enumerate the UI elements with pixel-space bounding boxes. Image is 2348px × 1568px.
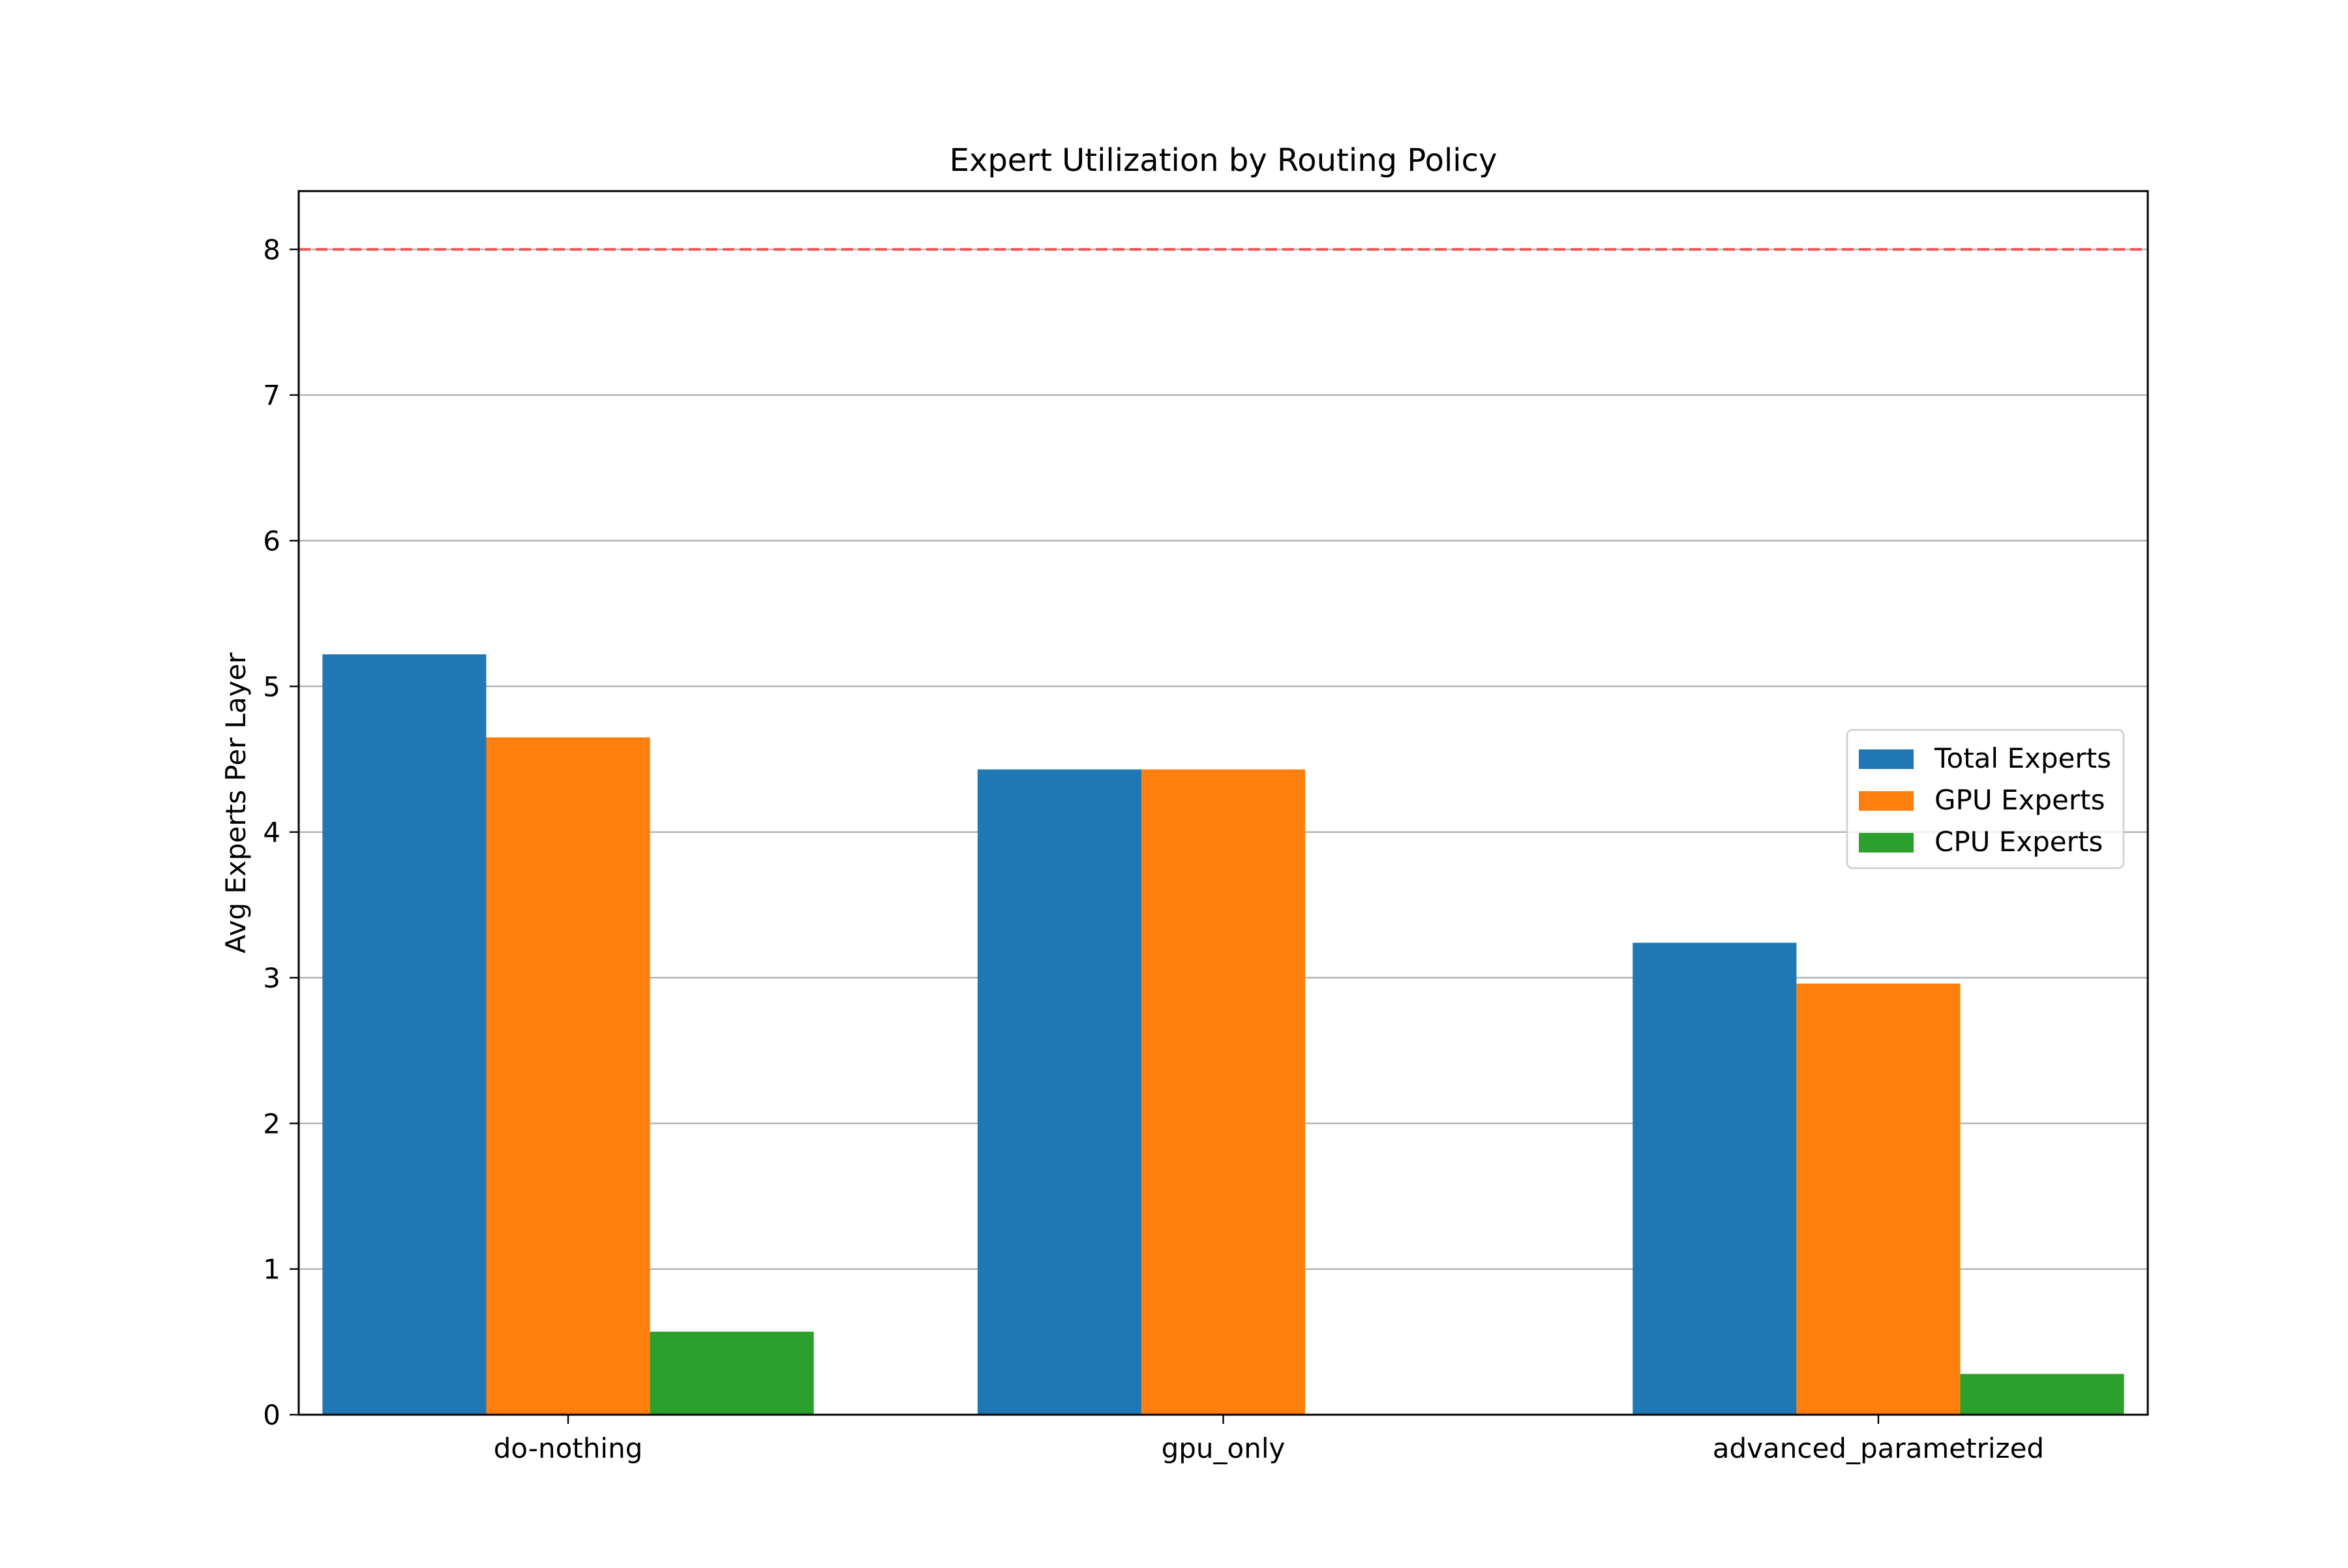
y-tick-label-5: 5 xyxy=(263,671,280,702)
y-tick-label-1: 1 xyxy=(263,1254,280,1286)
bar-cpu-experts-do-nothing xyxy=(650,1331,814,1415)
y-tick-label-4: 4 xyxy=(263,817,280,849)
x-tick-label-gpu_only: gpu_only xyxy=(1162,1432,1286,1464)
y-tick-label-7: 7 xyxy=(263,380,280,412)
bar-total-experts-gpu_only xyxy=(977,769,1141,1415)
legend-label-gpu-experts: GPU Experts xyxy=(1934,784,2105,816)
bar-gpu-experts-gpu_only xyxy=(1141,769,1306,1415)
bar-total-experts-advanced_parametrized xyxy=(1633,942,1797,1415)
bar-cpu-experts-advanced_parametrized xyxy=(1960,1374,2124,1415)
y-tick-label-2: 2 xyxy=(263,1108,280,1139)
legend-swatch-cpu-experts xyxy=(1859,833,1914,852)
x-tick-label-advanced_parametrized: advanced_parametrized xyxy=(1713,1432,2044,1464)
y-tick-label-6: 6 xyxy=(263,525,280,557)
legend-swatch-total-experts xyxy=(1859,749,1914,769)
bar-total-experts-do-nothing xyxy=(322,654,487,1415)
legend-label-total-experts: Total Experts xyxy=(1934,742,2111,774)
legend-box xyxy=(1846,729,2125,869)
chart-title: Expert Utilization by Routing Policy xyxy=(950,142,1498,179)
y-tick-label-8: 8 xyxy=(263,234,280,265)
y-axis-label: Avg Experts Per Layer xyxy=(220,652,252,954)
x-tick-label-do-nothing: do-nothing xyxy=(494,1432,643,1464)
legend: Total Experts GPU Experts CPU Experts xyxy=(1846,729,2125,869)
legend-swatch-gpu-experts xyxy=(1859,791,1914,811)
bar-gpu-experts-advanced_parametrized xyxy=(1796,983,1961,1415)
legend-label-cpu-experts: CPU Experts xyxy=(1934,826,2103,858)
y-tick-label-3: 3 xyxy=(263,962,280,994)
y-tick-label-0: 0 xyxy=(263,1399,280,1431)
bar-gpu-experts-do-nothing xyxy=(486,737,650,1415)
